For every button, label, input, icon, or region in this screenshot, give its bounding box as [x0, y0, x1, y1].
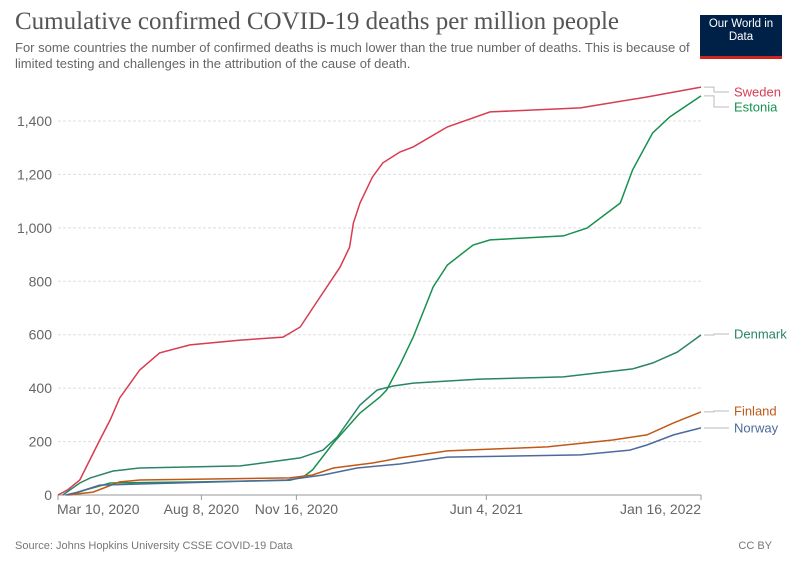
y-tick-label: 400: [29, 380, 53, 396]
source-note: Source: Johns Hopkins University CSSE CO…: [15, 540, 293, 552]
series-line-norway: [65, 427, 702, 496]
x-tick-label: Nov 16, 2020: [255, 501, 338, 517]
logo-text: Our World in Data: [708, 18, 774, 43]
series-label-norway: Norway: [734, 421, 779, 436]
y-tick-label: 1,200: [17, 166, 52, 182]
y-tick-label: 0: [44, 487, 52, 503]
series-line-estonia: [69, 95, 702, 496]
x-tick-label: Jan 16, 2022: [620, 501, 701, 517]
series-line-finland: [67, 411, 702, 496]
license-link[interactable]: CC BY: [738, 540, 772, 552]
series-label-sweden: Sweden: [734, 85, 781, 100]
series-line-sweden: [57, 86, 702, 496]
y-tick-label: 600: [29, 327, 53, 343]
y-tick-label: 1,400: [17, 113, 52, 129]
x-tick-label: Aug 8, 2020: [164, 501, 240, 517]
x-tick-label: Jun 4, 2021: [450, 501, 523, 517]
series-label-finland: Finland: [734, 404, 777, 419]
label-connector: [704, 95, 729, 108]
x-tick-label: Mar 10, 2020: [57, 501, 140, 517]
y-tick-label: 1,000: [17, 220, 52, 236]
chart-subtitle: For some countries the number of confirm…: [15, 40, 690, 71]
series-line-denmark: [62, 334, 702, 496]
label-connector: [704, 86, 729, 93]
series-label-denmark: Denmark: [734, 327, 787, 342]
y-tick-label: 200: [29, 434, 53, 450]
owid-logo[interactable]: Our World in Data: [700, 15, 782, 59]
chart-title: Cumulative confirmed COVID-19 deaths per…: [15, 8, 620, 35]
label-connector: [704, 410, 729, 413]
y-tick-label: 800: [29, 273, 53, 289]
label-connector: [704, 333, 729, 336]
series-label-estonia: Estonia: [734, 100, 778, 115]
